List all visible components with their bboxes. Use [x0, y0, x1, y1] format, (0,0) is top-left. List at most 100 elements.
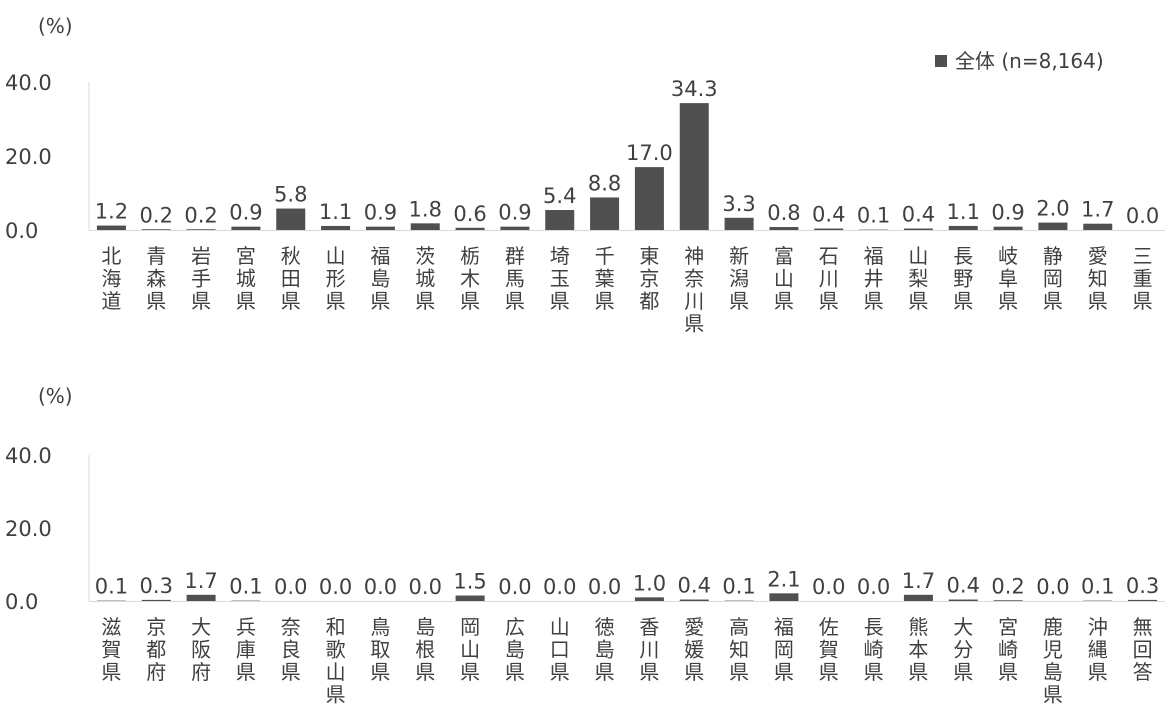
- bar[interactable]: [276, 208, 306, 230]
- x-tick-char: 本: [908, 638, 928, 662]
- x-tick-char: 阜: [998, 267, 1018, 291]
- x-tick-char: 県: [460, 660, 480, 684]
- x-tick-char: 沖: [1088, 615, 1108, 639]
- x-tick-char: 福: [774, 615, 794, 639]
- y-tick-label: 0.0: [5, 590, 38, 614]
- bar[interactable]: [993, 226, 1023, 230]
- bar[interactable]: [545, 210, 575, 230]
- x-tick-char: 県: [998, 660, 1018, 684]
- x-tick-char: 鹿: [1043, 615, 1063, 639]
- bar[interactable]: [948, 225, 978, 230]
- bar[interactable]: [590, 197, 620, 230]
- bar[interactable]: [948, 599, 978, 601]
- x-tick-char: 滋: [101, 615, 121, 639]
- legend-label: 全体 (n=8,164): [955, 49, 1104, 73]
- x-tick-char: 新: [729, 244, 749, 268]
- x-tick-label: 大分県: [953, 615, 973, 684]
- x-tick-char: 県: [1088, 660, 1108, 684]
- x-tick-char: 都: [146, 638, 166, 662]
- bar[interactable]: [1128, 599, 1158, 601]
- x-tick-char: 崎: [998, 638, 1018, 662]
- x-tick-char: 熊: [908, 615, 928, 639]
- x-tick-char: 井: [864, 267, 884, 291]
- bar[interactable]: [814, 228, 844, 230]
- x-tick-char: 大: [191, 615, 211, 639]
- bar[interactable]: [769, 227, 799, 230]
- bar[interactable]: [679, 103, 709, 230]
- y-tick-label: 20.0: [5, 517, 52, 541]
- bar[interactable]: [96, 225, 126, 230]
- x-tick-label: 山口県: [550, 615, 570, 684]
- x-tick-char: 府: [191, 660, 211, 684]
- bar[interactable]: [186, 229, 216, 230]
- bar[interactable]: [141, 229, 171, 230]
- x-tick-char: 東: [639, 244, 659, 268]
- x-tick-label: 大阪府: [191, 615, 211, 684]
- x-tick-char: 県: [953, 660, 973, 684]
- unit-label: (%): [38, 384, 73, 408]
- x-tick-char: 奈: [684, 267, 704, 291]
- x-tick-char: 葉: [595, 267, 615, 291]
- x-tick-char: 県: [908, 660, 928, 684]
- x-tick-char: 県: [505, 660, 525, 684]
- x-tick-char: 島: [1043, 660, 1063, 684]
- x-tick-char: 県: [864, 660, 884, 684]
- bar[interactable]: [500, 226, 530, 230]
- bar[interactable]: [321, 225, 351, 230]
- data-label: 0.1: [229, 575, 262, 599]
- bar[interactable]: [769, 593, 799, 601]
- data-label: 0.1: [857, 204, 890, 228]
- x-tick-char: 川: [639, 638, 659, 662]
- x-tick-char: 宮: [236, 244, 256, 268]
- x-tick-label: 宮城県: [236, 244, 256, 313]
- bar[interactable]: [679, 599, 709, 601]
- x-tick-label: 石川県: [819, 244, 839, 313]
- x-tick-char: 県: [146, 289, 166, 313]
- x-tick-char: 岩: [191, 244, 211, 268]
- bar[interactable]: [186, 594, 216, 601]
- x-tick-char: 県: [191, 289, 211, 313]
- bar[interactable]: [634, 597, 664, 601]
- x-tick-char: 長: [864, 615, 884, 639]
- bar[interactable]: [903, 228, 933, 230]
- x-tick-char: 手: [191, 267, 211, 291]
- x-tick-label: 福岡県: [774, 615, 794, 684]
- x-tick-char: 城: [415, 267, 435, 291]
- data-label: 1.7: [184, 569, 217, 593]
- x-tick-char: 県: [684, 312, 704, 336]
- data-label: 0.3: [1126, 574, 1159, 598]
- x-tick-label: 長野県: [953, 244, 973, 313]
- x-tick-char: 梨: [908, 267, 928, 291]
- x-tick-char: 京: [146, 615, 166, 639]
- x-tick-char: 和: [326, 615, 346, 639]
- bar[interactable]: [993, 600, 1023, 601]
- x-tick-char: 愛: [684, 615, 704, 639]
- bar[interactable]: [410, 223, 440, 230]
- x-tick-char: 静: [1043, 244, 1063, 268]
- x-tick-char: 県: [1043, 683, 1063, 707]
- bar[interactable]: [455, 227, 485, 230]
- x-tick-char: 県: [595, 289, 615, 313]
- bar[interactable]: [365, 226, 395, 230]
- bar[interactable]: [1038, 222, 1068, 230]
- x-tick-char: 無: [1133, 615, 1153, 639]
- x-tick-char: 県: [415, 660, 435, 684]
- bar[interactable]: [903, 594, 933, 601]
- x-tick-label: 北海道: [101, 244, 121, 313]
- bar[interactable]: [724, 217, 754, 230]
- y-tick-label: 20.0: [5, 145, 52, 169]
- bar[interactable]: [634, 167, 664, 230]
- x-tick-char: 潟: [729, 267, 749, 291]
- x-tick-char: 県: [415, 289, 435, 313]
- data-label: 0.0: [364, 575, 397, 599]
- data-label: 5.4: [543, 184, 576, 208]
- x-tick-label: 和歌山県: [326, 615, 346, 707]
- bar[interactable]: [455, 595, 485, 601]
- x-tick-char: 都: [639, 289, 659, 313]
- bar[interactable]: [231, 226, 261, 230]
- bar[interactable]: [1083, 223, 1113, 230]
- bar[interactable]: [141, 599, 171, 601]
- data-label: 0.2: [991, 574, 1024, 598]
- x-tick-label: 兵庫県: [236, 615, 256, 684]
- x-tick-label: 茨城県: [415, 244, 435, 313]
